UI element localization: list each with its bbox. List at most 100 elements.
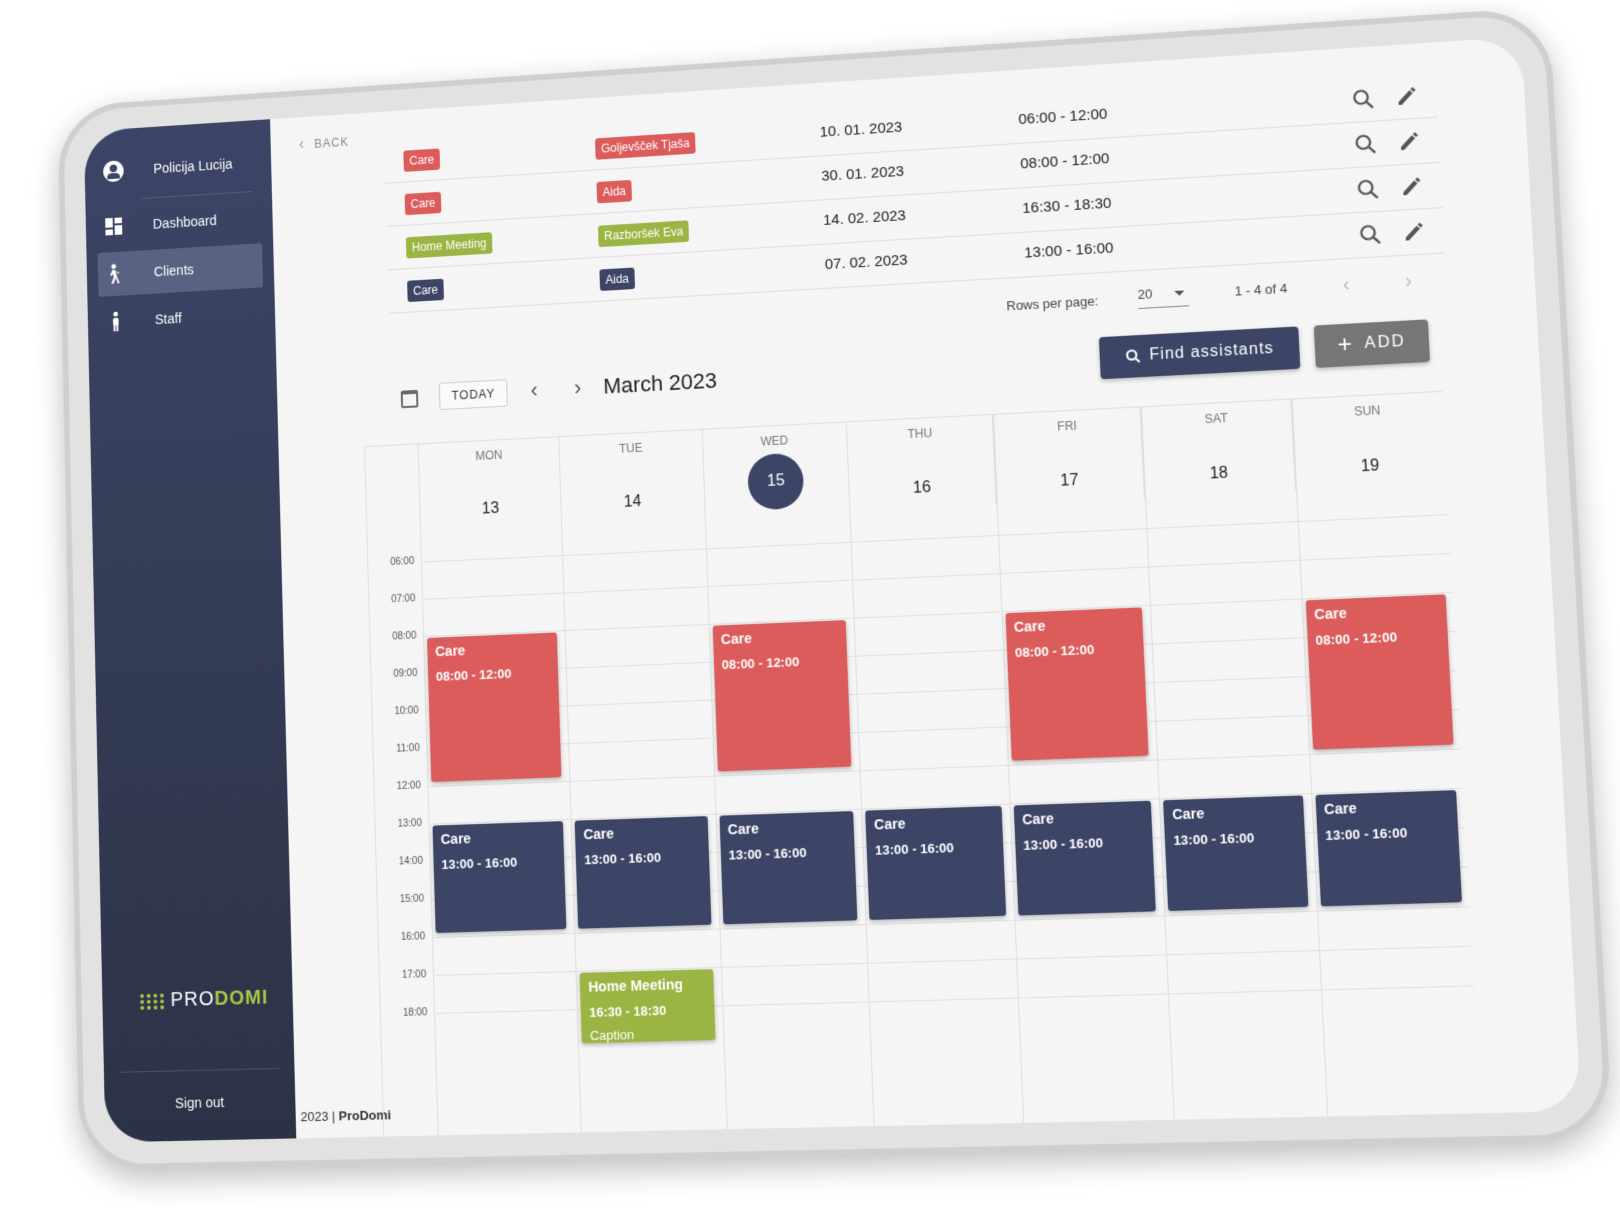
- event-title: Care: [1172, 802, 1295, 823]
- day-header-mon[interactable]: MON 13: [418, 437, 562, 532]
- hour-label: 11:00: [373, 743, 420, 756]
- search-icon[interactable]: [1353, 174, 1383, 204]
- hour-label: 15:00: [377, 893, 424, 905]
- day-of-week: THU: [847, 423, 993, 444]
- assistant-tag: Razboršek Eva: [598, 220, 690, 247]
- calendar-icon[interactable]: [401, 390, 419, 408]
- hour-label: 13:00: [375, 818, 422, 831]
- prev-page-icon[interactable]: ‹: [1342, 273, 1350, 297]
- day-header-tue[interactable]: TUE 14: [559, 430, 705, 526]
- day-header-fri[interactable]: FRI 17: [992, 407, 1144, 505]
- edit-pencil-icon[interactable]: [1391, 81, 1421, 111]
- event-time: 13:00 - 16:00: [728, 844, 847, 863]
- calendar-event[interactable]: Care 13:00 - 16:00: [575, 816, 711, 929]
- type-tag: Care: [405, 192, 442, 215]
- time-cell: 16:30 - 18:30: [1022, 195, 1112, 217]
- event-title: Care: [1014, 614, 1135, 635]
- calendar-event[interactable]: Home Meeting 16:30 - 18:30 Caption: [580, 969, 715, 1043]
- event-caption: Caption: [590, 1025, 708, 1043]
- walking-person-icon: [105, 264, 124, 284]
- assistant-tag: Goljevšček Tjaša: [595, 132, 696, 160]
- find-assistants-label: Find assistants: [1149, 340, 1275, 365]
- event-title: Care: [721, 626, 839, 647]
- calendar-event[interactable]: Care 13:00 - 16:00: [1315, 790, 1462, 906]
- today-button[interactable]: TODAY: [439, 379, 508, 410]
- hour-label: 08:00: [370, 631, 416, 644]
- event-time: 16:30 - 18:30: [589, 1002, 707, 1020]
- row-actions: [1355, 216, 1444, 249]
- search-icon[interactable]: [1355, 220, 1385, 250]
- sidebar-item-label: Dashboard: [153, 212, 217, 231]
- calendar-event[interactable]: Care 08:00 - 12:00: [1005, 607, 1149, 760]
- hour-label: 12:00: [374, 780, 421, 793]
- event-title: Care: [583, 822, 700, 842]
- calendar-event[interactable]: Care 08:00 - 12:00: [713, 620, 852, 771]
- day-number: 15: [747, 452, 804, 510]
- back-button[interactable]: ‹ BACK: [299, 133, 349, 153]
- signout-divider: [119, 1068, 279, 1073]
- day-header-wed[interactable]: WED 15: [701, 422, 849, 518]
- search-icon[interactable]: [1348, 84, 1378, 114]
- calendar-event[interactable]: Care 13:00 - 16:00: [433, 821, 567, 933]
- event-title: Care: [1314, 601, 1439, 623]
- find-assistants-button[interactable]: Find assistants: [1099, 326, 1300, 379]
- search-icon[interactable]: [1350, 129, 1380, 159]
- day-column-divider: [1291, 400, 1328, 1118]
- date-cell: 14. 02. 2023: [823, 207, 906, 229]
- user-name: Policija Lucija: [153, 156, 233, 176]
- event-title: Home Meeting: [588, 975, 706, 994]
- hour-label: 10:00: [372, 705, 418, 718]
- date-cell: 07. 02. 2023: [825, 252, 908, 274]
- sign-out-button[interactable]: Sign out: [104, 1092, 295, 1112]
- calendar-event[interactable]: Care 13:00 - 16:00: [1013, 801, 1156, 916]
- account-circle-icon: [103, 160, 124, 182]
- event-time: 13:00 - 16:00: [441, 853, 557, 872]
- calendar-event[interactable]: Care 08:00 - 12:00: [1305, 594, 1453, 749]
- event-title: Care: [727, 817, 846, 837]
- hour-gridline: [426, 709, 1459, 749]
- sidebar-item-clients[interactable]: Clients: [98, 243, 263, 297]
- next-page-icon[interactable]: ›: [1404, 270, 1412, 294]
- appointment-type-cell: Home Meeting: [406, 232, 493, 258]
- person-icon: [106, 312, 125, 332]
- day-of-week: WED: [703, 430, 847, 451]
- day-number: 13: [463, 481, 519, 538]
- assistant-cell: Goljevšček Tjaša: [595, 132, 696, 160]
- hour-gridline: [433, 946, 1472, 976]
- day-header-sun[interactable]: SUN 19: [1290, 392, 1447, 491]
- event-title: Care: [435, 639, 550, 660]
- calendar-event[interactable]: Care 13:00 - 16:00: [719, 811, 857, 924]
- calendar-event[interactable]: Care 13:00 - 16:00: [865, 806, 1005, 920]
- edit-pencil-icon[interactable]: [1394, 127, 1425, 157]
- assistant-cell: Razboršek Eva: [598, 220, 690, 247]
- edit-pencil-icon[interactable]: [1396, 172, 1427, 202]
- day-header-thu[interactable]: THU 16: [846, 415, 996, 512]
- hour-gridline: [423, 592, 1453, 637]
- type-tag: Home Meeting: [406, 232, 493, 258]
- sidebar-item-dashboard[interactable]: Dashboard: [97, 195, 262, 249]
- next-week-icon[interactable]: ›: [574, 375, 582, 401]
- day-number: 19: [1340, 437, 1401, 497]
- calendar-event[interactable]: Care 13:00 - 16:00: [1163, 795, 1308, 911]
- logo-text-pro: PRO: [170, 988, 215, 1012]
- day-header-sat[interactable]: SAT 18: [1140, 400, 1295, 498]
- day-of-week: SAT: [1142, 408, 1292, 430]
- hour-label: 06:00: [368, 556, 414, 569]
- hour-label: 09:00: [371, 668, 417, 681]
- dropdown-arrow-icon: [1174, 290, 1184, 296]
- search-icon: [1124, 348, 1141, 365]
- edit-pencil-icon[interactable]: [1399, 217, 1430, 247]
- calendar-event[interactable]: Care 08:00 - 12:00: [427, 632, 562, 782]
- day-column-divider: [846, 422, 875, 1127]
- prev-week-icon[interactable]: ‹: [530, 378, 538, 404]
- day-number: 16: [893, 459, 951, 518]
- appointment-type-cell: Care: [403, 148, 440, 171]
- sidebar-item-staff[interactable]: Staff: [99, 291, 265, 345]
- type-tag: Care: [403, 148, 440, 171]
- date-cell: 10. 01. 2023: [819, 119, 902, 141]
- plus-icon: +: [1337, 330, 1355, 359]
- add-button[interactable]: + ADD: [1314, 319, 1430, 368]
- event-time: 13:00 - 16:00: [875, 839, 995, 858]
- rows-per-page-select[interactable]: 20: [1137, 284, 1189, 309]
- back-label: BACK: [314, 135, 349, 151]
